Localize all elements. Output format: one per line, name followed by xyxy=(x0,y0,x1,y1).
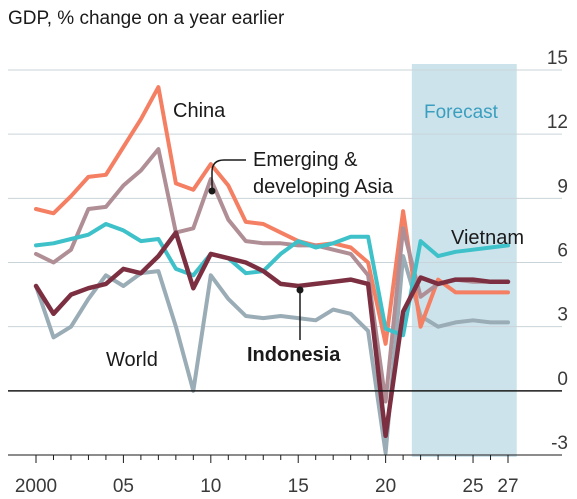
y-tick-label: 12 xyxy=(547,112,568,133)
y-tick-label: 3 xyxy=(557,305,568,326)
label-vietnam: Vietnam xyxy=(451,227,524,249)
label-world: World xyxy=(106,349,158,371)
y-tick-label: 9 xyxy=(557,176,568,197)
label-china: China xyxy=(173,100,226,122)
series-line-indonesia xyxy=(33,230,511,439)
label-emerging-asia-line1: Emerging & xyxy=(253,149,358,171)
axes: -3 0 3 6 9 12 15 2000 05 10 15 20 25 27 xyxy=(8,48,568,497)
y-tick-label: -3 xyxy=(551,433,568,454)
leader-emerging-asia xyxy=(211,159,246,191)
series-line-china xyxy=(34,85,510,346)
y-tick-label: 15 xyxy=(547,48,568,69)
forecast-label: Forecast xyxy=(424,102,499,123)
series-lines xyxy=(33,85,511,455)
y-tick-label: 0 xyxy=(557,369,568,390)
x-tick-label: 10 xyxy=(200,476,221,497)
leader-dot-emerging-asia xyxy=(208,187,216,195)
leader-dot-indonesia xyxy=(296,286,304,294)
annotations: China Emerging & developing Asia Vietnam Wor… xyxy=(106,100,524,371)
series-line-emerging-developing-asia xyxy=(34,147,510,404)
y-tick-label: 6 xyxy=(557,241,568,262)
x-tick-label: 27 xyxy=(497,476,518,497)
label-indonesia: Indonesia xyxy=(247,344,341,366)
series-line-world xyxy=(34,254,510,455)
x-tick-label: 20 xyxy=(375,476,396,497)
series-line-vietnam xyxy=(34,222,510,338)
chart-title: GDP, % change on a year earlier xyxy=(8,8,285,29)
x-tick-label: 15 xyxy=(288,476,309,497)
label-emerging-asia-line2: developing Asia xyxy=(253,176,394,198)
x-tick-label: 05 xyxy=(113,476,134,497)
x-tick-label: 2000 xyxy=(15,476,57,497)
x-tick-label: 25 xyxy=(462,476,483,497)
